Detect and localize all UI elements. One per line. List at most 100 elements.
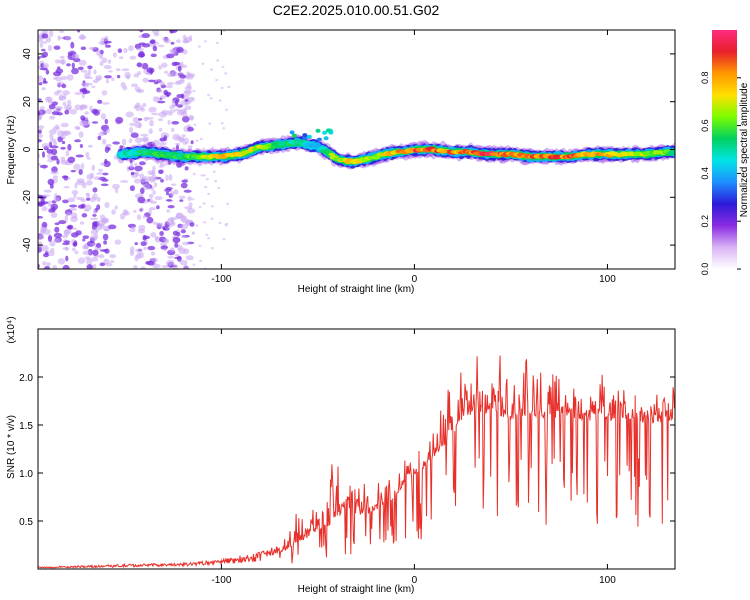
noise-dot [87,144,93,148]
noise-dot [125,111,134,118]
noise-dot [47,200,52,207]
noise-dot [116,74,121,79]
noise-dot [67,156,76,163]
noise-dot [39,106,45,110]
noise-dot [48,30,54,38]
noise-dot [102,172,109,176]
noise-dot [86,193,91,198]
noise-dot [173,61,181,66]
noise-dot [141,33,150,39]
noise-dot [74,250,79,255]
noise-dot [76,178,85,184]
noise-dot [170,70,178,77]
noise-dot [204,185,208,189]
noise-dot [71,67,79,75]
noise-scatter [38,30,231,269]
noise-dot [133,178,141,184]
noise-dot [40,196,45,204]
noise-dot [95,226,99,233]
noise-dot [62,247,69,250]
noise-dot [100,162,105,166]
noise-dot [50,145,59,149]
noise-dot [80,162,85,170]
noise-dot [42,63,49,69]
noise-dot [69,204,78,208]
noise-dot [38,56,41,60]
noise-dot [65,150,70,157]
noise-dot [129,162,134,169]
ridge-blob [316,137,322,142]
noise-dot [137,228,146,234]
noise-dot [41,151,46,158]
ridge-blob [669,149,675,153]
noise-dot [60,76,68,80]
y-tick-label: 1.5 [19,421,33,432]
noise-dot [177,110,185,116]
noise-dot [50,212,58,219]
noise-dot [77,204,85,209]
noise-dot [148,128,153,135]
noise-dot [158,118,164,122]
noise-dot [205,177,209,181]
noise-dot [167,255,175,259]
noise-dot [41,48,46,52]
noise-dot [54,226,60,233]
noise-dot [80,46,87,51]
noise-dot [92,214,97,217]
snr-frame [37,328,676,570]
noise-dot [174,81,182,85]
noise-dot [109,260,115,263]
noise-dot [201,62,205,65]
noise-dot [138,252,144,259]
noise-dot [147,170,155,176]
noise-dot [70,169,77,173]
noise-dot [96,204,101,211]
colorbar-gradient [712,30,737,269]
noise-dot [104,40,112,44]
noise-dot [67,197,76,203]
noise-dot [220,122,224,125]
noise-dot [62,101,67,107]
noise-dot [215,78,219,82]
noise-dot [150,53,157,58]
noise-dot [176,232,181,237]
noise-dot [84,204,92,211]
chart-title: C2E2.2025.010.00.51.G02 [273,2,440,18]
noise-dot [51,166,58,173]
noise-dot [167,82,174,86]
noise-dot [93,69,97,75]
noise-dot [151,112,160,116]
noise-dot [43,189,52,193]
noise-dot [82,250,92,256]
noise-dot [152,221,158,225]
noise-dot [104,146,110,153]
noise-dot [130,172,135,176]
noise-dot [84,72,91,79]
noise-dot [187,196,192,202]
noise-dot [122,209,129,215]
noise-dot [80,198,86,203]
noise-dot [42,80,48,84]
noise-dot [80,115,86,121]
noise-dot [86,197,91,201]
noise-dot [50,155,59,161]
noise-dot [176,144,179,151]
noise-dot [64,109,70,115]
noise-dot [98,168,103,172]
noise-dot [112,183,120,190]
noise-dot [203,40,207,43]
noise-dot [74,104,81,111]
snr-multiplier: (x10⁴) [6,316,17,343]
noise-dot [60,135,66,140]
noise-dot [188,202,193,208]
noise-dot [222,238,226,241]
noise-dot [82,235,90,239]
colorbar-ticks: 0.0 0.2 0.4 0.6 0.8 [700,72,741,275]
noise-dot [79,34,85,40]
noise-dot [47,178,55,186]
noise-dot [41,206,48,212]
noise-dot [203,221,207,224]
noise-dot [62,90,70,96]
noise-dot [80,69,88,73]
noise-dot [182,241,190,246]
